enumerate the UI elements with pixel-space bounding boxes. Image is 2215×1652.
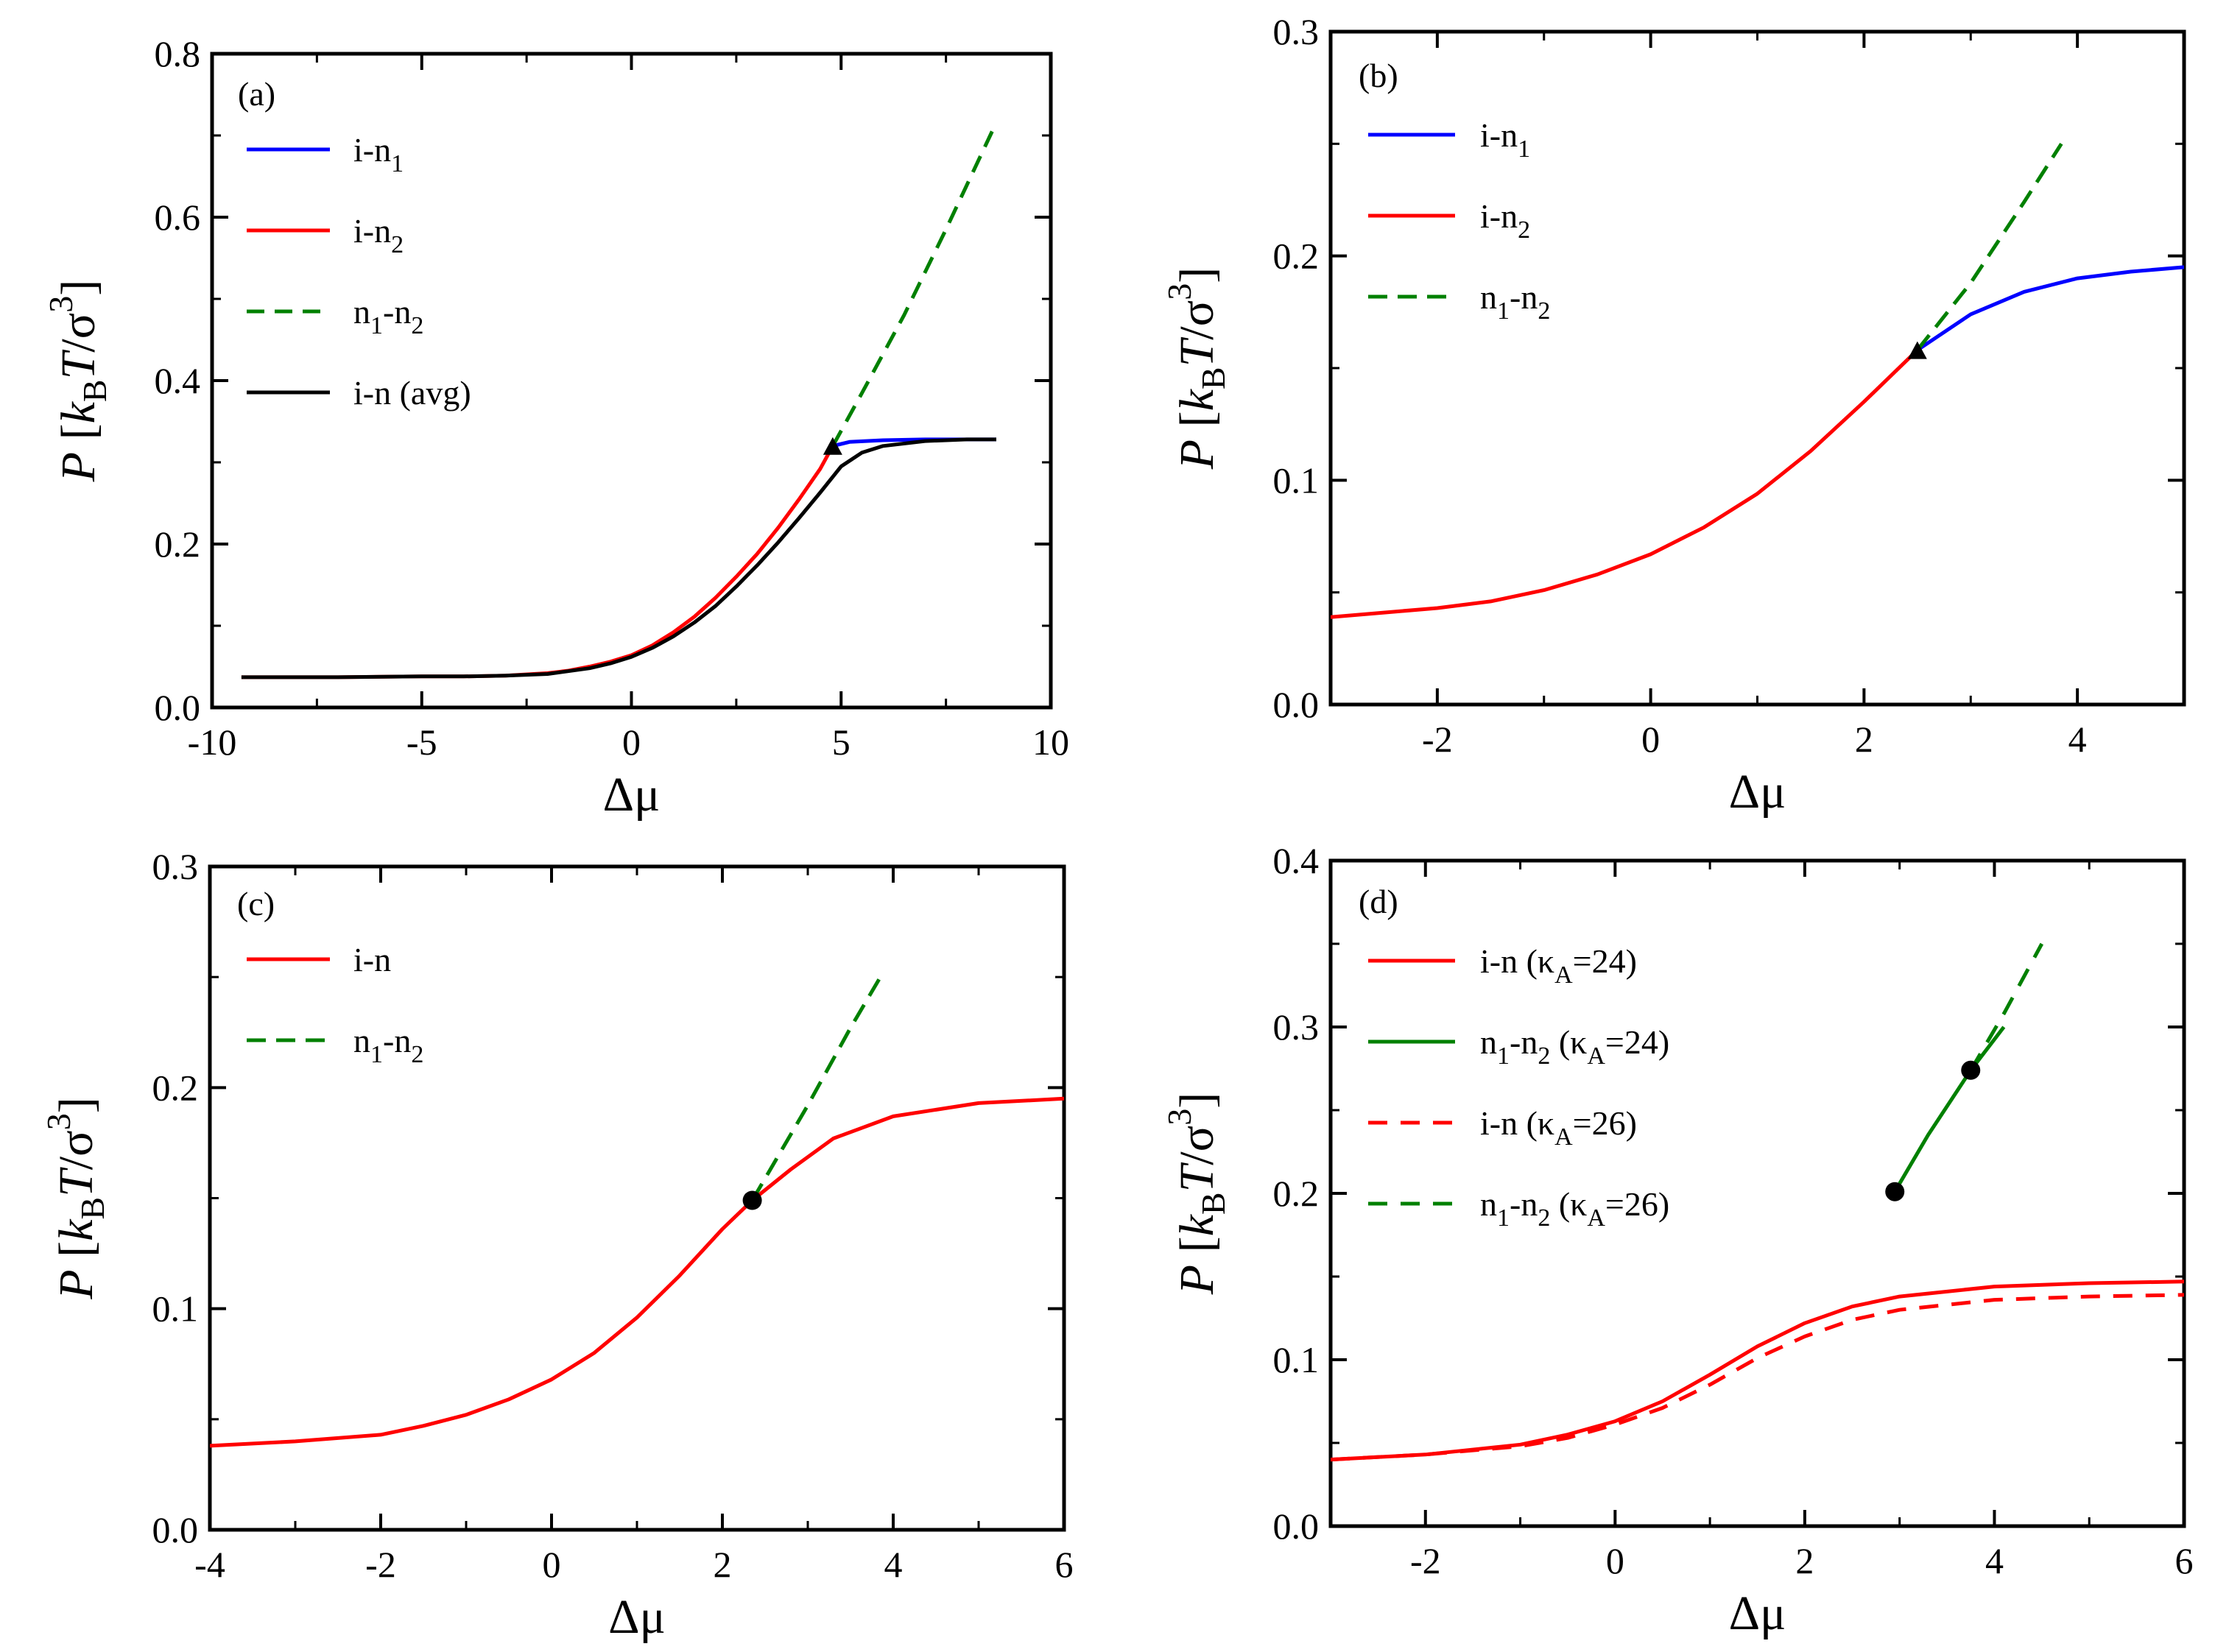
x-tick-label: 0: [622, 721, 641, 763]
series-line-n1-n2: [1915, 142, 2063, 352]
y-tick-label: 0.4: [155, 360, 201, 401]
x-tick-label: -4: [194, 1544, 225, 1585]
x-tick-label: 0: [1641, 719, 1660, 760]
y-tick-label: 0.3: [1273, 11, 1320, 52]
series-line-i-n-A-26-: [1331, 1293, 2184, 1462]
legend-label: i-n (κA=26): [1480, 1104, 1637, 1151]
x-tick-label: -5: [406, 721, 437, 763]
x-tick-label: -10: [188, 721, 237, 763]
legend-label: i-n (avg): [353, 374, 471, 412]
legend-label: i-n: [353, 941, 391, 978]
y-tick-label: 0.1: [1273, 1339, 1320, 1380]
x-axis-label: Δμ: [1729, 765, 1786, 819]
x-tick-label: -2: [1422, 719, 1453, 760]
x-tick-label: 2: [1855, 719, 1873, 760]
y-tick-label: 0.6: [155, 197, 201, 238]
y-tick-label: 0.0: [1273, 1505, 1320, 1547]
y-tick-label: 0.2: [1273, 1173, 1320, 1214]
point-marker: [742, 1190, 762, 1210]
series-group: [1331, 942, 2184, 1462]
y-axis-label: P [kBT/σ3]: [1161, 267, 1232, 470]
legend-label: i-n (κA=24): [1480, 942, 1637, 989]
legend-label: i-n2​: [1480, 197, 1530, 244]
panel-label: (d): [1359, 883, 1398, 920]
y-tick-label: 0.0: [1273, 684, 1320, 725]
y-tick-label: 0.1: [1273, 459, 1320, 501]
x-tick-label: 4: [1985, 1540, 2004, 1581]
x-tick-label: 6: [1055, 1544, 1074, 1585]
x-axis-label: Δμ: [1729, 1586, 1786, 1640]
y-tick-label: 0.2: [155, 523, 201, 565]
legend-label: i-n2​: [353, 212, 404, 258]
series-line-i-n1: [1916, 265, 2184, 352]
legend-label: i-n1​: [353, 131, 404, 177]
y-tick-label: 0.2: [1273, 236, 1320, 277]
point-marker: [1961, 1060, 1981, 1080]
x-tick-label: 5: [832, 721, 851, 763]
x-tick-label: 0: [543, 1544, 561, 1585]
series-line-i-n2: [1331, 348, 1919, 619]
y-tick-label: 0.4: [1273, 840, 1320, 881]
y-tick-label: 0.0: [155, 687, 201, 728]
legend-label: n1-n2​: [353, 293, 423, 339]
x-axis-label: Δμ: [608, 1590, 666, 1644]
legend-label: n1-n2 (κA=26): [1480, 1185, 1669, 1232]
y-tick-label: 0.1: [152, 1288, 199, 1330]
panel-label: (a): [238, 75, 275, 113]
x-tick-label: 2: [1795, 1540, 1814, 1581]
y-axis-label: P [kBT/σ3]: [42, 280, 113, 482]
y-tick-label: 0.8: [155, 33, 201, 74]
panel-d: -2 0 2 4 6 0.0 0.1 0.2 0.3 0.4 Δμ P [kBT/σ3] (d) i-n …: [1161, 840, 2194, 1640]
panel-b: -2 0 2 4 0.0 0.1 0.2 0.3 Δμ P [kBT/σ3] (b) i-n1​ i-n…: [1161, 11, 2186, 819]
series-line-n1-n2-A-24-: [1893, 1026, 2006, 1193]
y-axis-label: P [kBT/σ3]: [40, 1097, 111, 1299]
x-tick-label: 4: [2068, 719, 2087, 760]
y-axis-label: P [kBT/σ3]: [1161, 1092, 1232, 1295]
legend-label: i-n1​: [1480, 116, 1530, 163]
panel-label: (b): [1359, 57, 1398, 94]
series-group: [1331, 142, 2184, 619]
series-line-n1-n2-A-26-: [1969, 942, 2043, 1072]
legend-label: n1-n2 (κA=24): [1480, 1023, 1669, 1070]
x-tick-label: 0: [1606, 1540, 1624, 1581]
series-line-i-n-A-24-: [1331, 1279, 2184, 1462]
x-tick-label: -2: [365, 1544, 396, 1585]
series-line-n1-n2: [831, 130, 994, 448]
x-tick-label: 6: [2175, 1540, 2194, 1581]
panel-c: -4 -2 0 2 4 6 0.0 0.1 0.2 0.3 Δμ P [kBT/σ3] (c) i-n n1…: [40, 846, 1074, 1644]
y-tick-label: 0.3: [152, 846, 199, 887]
y-tick-label: 0.3: [1273, 1006, 1320, 1048]
panel-label: (c): [237, 885, 275, 922]
series-line-i-n: [210, 1096, 1064, 1448]
series-line-n1-n2: [750, 975, 882, 1201]
series-group: [241, 130, 996, 679]
x-tick-label: -2: [1410, 1540, 1441, 1581]
x-tick-label: 2: [714, 1544, 732, 1585]
triangle-marker: [1907, 341, 1927, 359]
y-tick-label: 0.0: [152, 1509, 199, 1550]
triangle-marker: [823, 437, 842, 455]
x-tick-label: 4: [884, 1544, 903, 1585]
y-tick-label: 0.2: [152, 1067, 199, 1108]
point-marker: [1885, 1182, 1905, 1201]
x-tick-label: 10: [1032, 721, 1069, 763]
series-line-i-n-avg-: [241, 437, 996, 679]
series-group: [210, 975, 1064, 1448]
legend-label: n1-n2​: [353, 1022, 423, 1068]
legend-label: n1-n2​: [1480, 278, 1550, 325]
x-axis-label: Δμ: [603, 768, 661, 822]
panel-a: -10 -5 0 5 10 0.0 0.2 0.4 0.6 0.8 Δμ P [kBT/σ3] (a) i…: [42, 33, 1069, 822]
